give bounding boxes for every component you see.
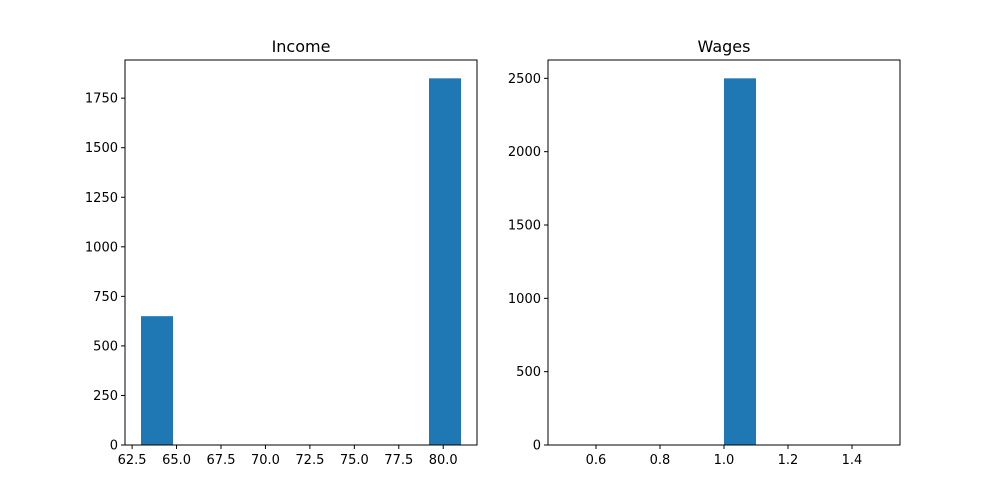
x-tick-label: 0.8	[650, 453, 671, 468]
y-tick-label: 500	[93, 339, 118, 354]
wages-chart-title: Wages	[698, 37, 751, 56]
x-tick-label: 77.5	[384, 453, 413, 468]
x-tick-label: 1.2	[778, 453, 799, 468]
x-tick-label: 67.5	[207, 453, 236, 468]
y-tick-label: 2000	[508, 145, 541, 160]
y-tick-label: 0	[533, 439, 541, 454]
x-tick-label: 1.0	[714, 453, 735, 468]
histogram-bar	[724, 78, 756, 445]
x-tick-label: 65.0	[162, 453, 191, 468]
x-tick-label: 0.6	[586, 453, 607, 468]
histogram-bar	[429, 78, 461, 445]
histogram-bar	[141, 316, 173, 445]
y-tick-label: 250	[93, 389, 118, 404]
x-tick-label: 75.0	[340, 453, 369, 468]
wages-histogram: Wages 0.6 0.8 1.0 1.2 1.4 0 500 1000 1500 2000 250…	[508, 37, 901, 468]
x-tick-label: 1.4	[842, 453, 863, 468]
y-tick-label: 1500	[85, 141, 118, 156]
axes-frame	[124, 59, 478, 446]
y-tick-label: 500	[516, 365, 541, 380]
x-tick-label: 70.0	[251, 453, 280, 468]
x-tick-label: 62.5	[118, 453, 147, 468]
y-tick-label: 0	[110, 439, 118, 454]
x-tick-label: 80.0	[429, 453, 458, 468]
y-tick-label: 1000	[85, 240, 118, 255]
x-tick-label: 72.5	[295, 453, 324, 468]
y-tick-label: 2500	[508, 72, 541, 87]
y-tick-label: 1000	[508, 292, 541, 307]
y-tick-label: 1500	[508, 219, 541, 234]
y-tick-label: 1250	[85, 191, 118, 206]
income-chart-title: Income	[272, 37, 331, 56]
y-tick-label: 750	[93, 290, 118, 305]
income-histogram: Income 62.5 65.0 67.5 70.0 72.5 75.0 77.5 80.0 0…	[85, 37, 478, 468]
y-tick-label: 1750	[85, 92, 118, 107]
